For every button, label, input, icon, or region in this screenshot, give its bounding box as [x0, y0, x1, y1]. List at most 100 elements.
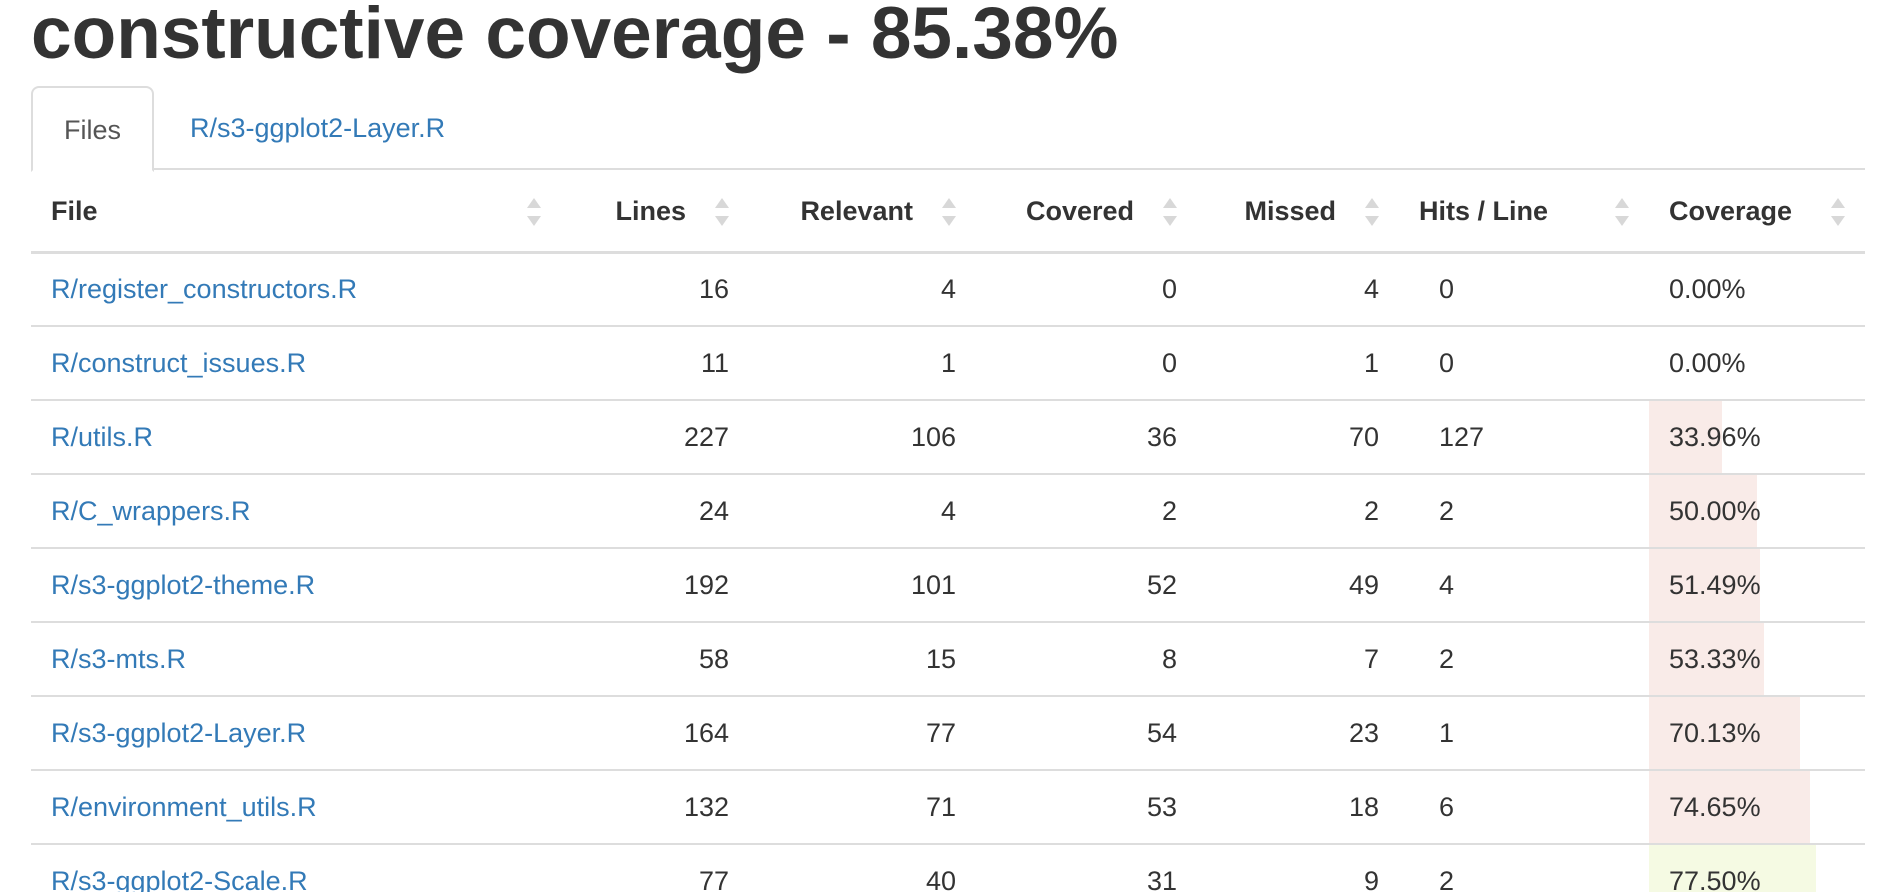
file-cell: R/register_constructors.R	[31, 251, 561, 326]
file-cell: R/s3-mts.R	[31, 621, 561, 696]
relevant-cell: 71	[749, 769, 976, 844]
file-link[interactable]: R/s3-ggplot2-Layer.R	[51, 717, 307, 748]
coverage-value: 50.00%	[1669, 495, 1761, 526]
missed-cell: 49	[1197, 547, 1399, 622]
covered-cell: 0	[976, 251, 1197, 326]
file-link[interactable]: R/construct_issues.R	[51, 347, 307, 378]
hits-per-line-cell: 6	[1399, 769, 1649, 844]
coverage-value: 0.00%	[1669, 273, 1746, 304]
column-header-file[interactable]: File	[31, 172, 561, 254]
covered-cell: 0	[976, 325, 1197, 400]
relevant-cell: 4	[749, 251, 976, 326]
lines-cell: 24	[561, 473, 749, 548]
missed-cell: 2	[1197, 473, 1399, 548]
tab-bar: Files R/s3-ggplot2-Layer.R	[31, 86, 1865, 172]
file-cell: R/s3-ggplot2-Scale.R	[31, 843, 561, 892]
relevant-cell: 77	[749, 695, 976, 770]
hits-per-line-cell: 2	[1399, 473, 1649, 548]
column-header-hits-per-line[interactable]: Hits / Line	[1399, 172, 1649, 254]
coverage-value: 70.13%	[1669, 717, 1761, 748]
table-row: R/environment_utils.R 132 71 53 18 6 74.65%	[31, 769, 1865, 844]
relevant-cell: 15	[749, 621, 976, 696]
relevant-cell: 106	[749, 399, 976, 474]
lines-cell: 16	[561, 251, 749, 326]
coverage-bar	[1649, 549, 1761, 621]
covered-cell: 52	[976, 547, 1197, 622]
coverage-cell: 50.00%	[1649, 473, 1865, 548]
column-header-coverage[interactable]: Coverage	[1649, 172, 1865, 254]
column-header-label: Hits / Line	[1419, 196, 1549, 226]
hits-per-line-cell: 0	[1399, 325, 1649, 400]
lines-cell: 58	[561, 621, 749, 696]
hits-per-line-cell: 2	[1399, 843, 1649, 892]
file-link[interactable]: R/s3-mts.R	[51, 643, 186, 674]
sort-icon	[527, 198, 541, 226]
table-row: R/utils.R 227 106 36 70 127 33.96%	[31, 399, 1865, 474]
file-cell: R/C_wrappers.R	[31, 473, 561, 548]
covered-cell: 31	[976, 843, 1197, 892]
column-header-label: Covered	[1025, 196, 1134, 226]
missed-cell: 9	[1197, 843, 1399, 892]
table-row: R/s3-mts.R 58 15 8 7 2 53.33%	[31, 621, 1865, 696]
file-link[interactable]: R/s3-ggplot2-Scale.R	[51, 866, 308, 892]
coverage-cell: 33.96%	[1649, 399, 1865, 474]
relevant-cell: 1	[749, 325, 976, 400]
lines-cell: 164	[561, 695, 749, 770]
file-link[interactable]: R/s3-ggplot2-theme.R	[51, 569, 316, 600]
coverage-cell: 0.00%	[1649, 325, 1865, 400]
coverage-bar	[1649, 771, 1811, 843]
relevant-cell: 40	[749, 843, 976, 892]
tab-s3-ggplot2-layer[interactable]: R/s3-ggplot2-Layer.R	[190, 113, 446, 143]
column-header-label: File	[51, 196, 98, 226]
coverage-value: 77.50%	[1669, 866, 1761, 892]
coverage-table: File Lines Relevant Covered Missed	[31, 172, 1865, 892]
coverage-bar	[1649, 623, 1765, 695]
covered-cell: 2	[976, 473, 1197, 548]
missed-cell: 23	[1197, 695, 1399, 770]
column-header-lines[interactable]: Lines	[561, 172, 749, 254]
coverage-bar	[1649, 697, 1801, 769]
page-title: constructive coverage - 85.38%	[31, 0, 1119, 74]
table-header-row: File Lines Relevant Covered Missed	[31, 172, 1865, 254]
coverage-value: 51.49%	[1669, 569, 1761, 600]
coverage-cell: 70.13%	[1649, 695, 1865, 770]
column-header-missed[interactable]: Missed	[1197, 172, 1399, 254]
file-link[interactable]: R/environment_utils.R	[51, 791, 317, 822]
coverage-bar	[1649, 475, 1757, 547]
column-header-relevant[interactable]: Relevant	[749, 172, 976, 254]
hits-per-line-cell: 127	[1399, 399, 1649, 474]
coverage-cell: 77.50%	[1649, 843, 1865, 892]
table-row: R/C_wrappers.R 24 4 2 2 2 50.00%	[31, 473, 1865, 548]
sort-icon	[1365, 198, 1379, 226]
hits-per-line-cell: 1	[1399, 695, 1649, 770]
hits-per-line-cell: 4	[1399, 547, 1649, 622]
coverage-bar	[1649, 845, 1817, 892]
tab-files[interactable]: Files	[31, 86, 154, 172]
sort-icon	[715, 198, 729, 226]
lines-cell: 132	[561, 769, 749, 844]
file-cell: R/environment_utils.R	[31, 769, 561, 844]
column-header-label: Lines	[615, 196, 686, 226]
coverage-value: 33.96%	[1669, 421, 1761, 452]
table-row: R/construct_issues.R 11 1 0 1 0 0.00%	[31, 325, 1865, 400]
table-row: R/s3-ggplot2-theme.R 192 101 52 49 4 51.49%	[31, 547, 1865, 622]
missed-cell: 18	[1197, 769, 1399, 844]
table-row: R/s3-ggplot2-Scale.R 77 40 31 9 2 77.50%	[31, 843, 1865, 892]
missed-cell: 1	[1197, 325, 1399, 400]
file-cell: R/construct_issues.R	[31, 325, 561, 400]
sort-icon	[1831, 198, 1845, 226]
lines-cell: 77	[561, 843, 749, 892]
coverage-value: 53.33%	[1669, 643, 1761, 674]
column-header-covered[interactable]: Covered	[976, 172, 1197, 254]
file-link[interactable]: R/register_constructors.R	[51, 273, 358, 304]
coverage-cell: 74.65%	[1649, 769, 1865, 844]
missed-cell: 7	[1197, 621, 1399, 696]
file-link[interactable]: R/C_wrappers.R	[51, 495, 251, 526]
relevant-cell: 4	[749, 473, 976, 548]
file-link[interactable]: R/utils.R	[51, 421, 154, 452]
table-row: R/s3-ggplot2-Layer.R 164 77 54 23 1 70.13%	[31, 695, 1865, 770]
lines-cell: 192	[561, 547, 749, 622]
coverage-bar	[1649, 401, 1723, 473]
hits-per-line-cell: 2	[1399, 621, 1649, 696]
coverage-value: 74.65%	[1669, 791, 1761, 822]
